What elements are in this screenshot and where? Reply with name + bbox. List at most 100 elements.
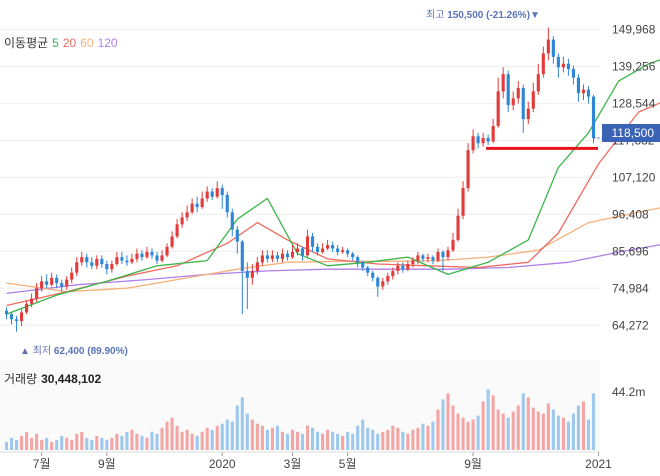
candle[interactable] (501, 74, 505, 92)
candle[interactable] (70, 272, 74, 280)
candle[interactable] (255, 262, 259, 271)
candle[interactable] (150, 251, 154, 256)
candle[interactable] (466, 150, 470, 189)
volume-bar[interactable] (551, 409, 555, 450)
candle[interactable] (110, 264, 114, 270)
candle[interactable] (476, 136, 480, 144)
candle[interactable] (541, 53, 545, 75)
volume-bar[interactable] (310, 427, 315, 450)
volume-bar[interactable] (456, 413, 460, 450)
legend-ma120[interactable]: 120 (97, 36, 118, 50)
volume-bar[interactable] (150, 431, 154, 450)
volume-bar[interactable] (140, 435, 144, 450)
candle[interactable] (14, 319, 19, 322)
volume-bar[interactable] (155, 433, 159, 450)
volume-bar[interactable] (496, 409, 500, 450)
volume-bar[interactable] (361, 419, 365, 450)
volume-bar[interactable] (270, 427, 274, 450)
candle[interactable] (4, 310, 9, 315)
volume-bar[interactable] (341, 435, 345, 450)
legend-ma60[interactable]: 60 (80, 36, 94, 50)
candle[interactable] (456, 215, 460, 240)
volume-bar[interactable] (461, 417, 465, 450)
candle[interactable] (341, 250, 345, 252)
volume-bar[interactable] (471, 419, 475, 450)
candle[interactable] (215, 188, 219, 197)
candle[interactable] (461, 188, 465, 216)
candle[interactable] (140, 253, 144, 258)
volume-bar[interactable] (521, 393, 525, 450)
candle[interactable] (270, 255, 274, 259)
candle[interactable] (165, 246, 169, 256)
candle[interactable] (371, 272, 375, 278)
volume-bar[interactable] (546, 403, 550, 450)
candle[interactable] (115, 257, 119, 265)
candle[interactable] (290, 251, 295, 258)
candle[interactable] (391, 270, 395, 277)
candle[interactable] (346, 250, 350, 254)
volume-bar[interactable] (120, 435, 124, 450)
candle[interactable] (75, 262, 79, 273)
volume-bar[interactable] (95, 435, 99, 450)
candle[interactable] (396, 265, 400, 271)
candle[interactable] (200, 198, 204, 208)
candle[interactable] (100, 258, 104, 265)
volume-bar[interactable] (175, 425, 179, 450)
candle[interactable] (55, 277, 59, 284)
volume-bar[interactable] (200, 431, 204, 450)
candle[interactable] (401, 265, 405, 270)
candle[interactable] (486, 138, 490, 142)
candle[interactable] (90, 262, 94, 266)
candle[interactable] (321, 248, 325, 252)
candle[interactable] (591, 96, 596, 139)
volume-bar[interactable] (265, 429, 269, 450)
volume-bar[interactable] (160, 427, 164, 450)
candle[interactable] (180, 217, 184, 225)
candle[interactable] (95, 258, 99, 266)
candle[interactable] (336, 248, 340, 252)
candle[interactable] (130, 258, 134, 263)
candle[interactable] (185, 212, 189, 218)
volume-bar[interactable] (381, 431, 385, 450)
candle[interactable] (561, 63, 565, 68)
volume-bar[interactable] (336, 433, 340, 450)
candle[interactable] (316, 246, 320, 252)
candle[interactable] (225, 194, 229, 213)
volume-bar[interactable] (486, 389, 490, 450)
volume-bar[interactable] (476, 415, 480, 450)
volume-bar[interactable] (316, 431, 320, 450)
volume-bar[interactable] (541, 413, 545, 450)
candle[interactable] (65, 279, 69, 287)
candle[interactable] (551, 39, 555, 57)
candle[interactable] (556, 56, 560, 68)
volume-bar[interactable] (501, 413, 505, 450)
candle[interactable] (386, 276, 390, 282)
candle[interactable] (426, 257, 430, 259)
candle[interactable] (285, 253, 290, 258)
volume-bar[interactable] (240, 397, 244, 450)
volume-bar[interactable] (396, 427, 400, 450)
candle[interactable] (576, 77, 580, 94)
volume-bar[interactable] (436, 409, 440, 450)
candle[interactable] (30, 298, 34, 304)
volume-bar[interactable] (105, 439, 109, 450)
volume-bar[interactable] (75, 433, 79, 450)
volume-bar[interactable] (60, 435, 64, 450)
volume-bar[interactable] (25, 431, 29, 450)
volume-bar[interactable] (406, 433, 410, 450)
candle[interactable] (511, 98, 515, 106)
volume-bar[interactable] (220, 423, 224, 450)
candle[interactable] (351, 253, 355, 258)
volume-bar[interactable] (100, 437, 104, 450)
candle[interactable] (190, 203, 194, 213)
candle[interactable] (235, 229, 239, 242)
volume-bar[interactable] (30, 437, 34, 450)
volume-bar[interactable] (80, 431, 84, 450)
volume-bar[interactable] (346, 431, 350, 450)
volume-bar[interactable] (230, 421, 234, 450)
volume-bar[interactable] (65, 437, 69, 450)
volume-bar[interactable] (571, 413, 575, 450)
volume-bar[interactable] (55, 439, 59, 450)
volume-bar[interactable] (115, 433, 119, 450)
candle[interactable] (496, 91, 500, 126)
